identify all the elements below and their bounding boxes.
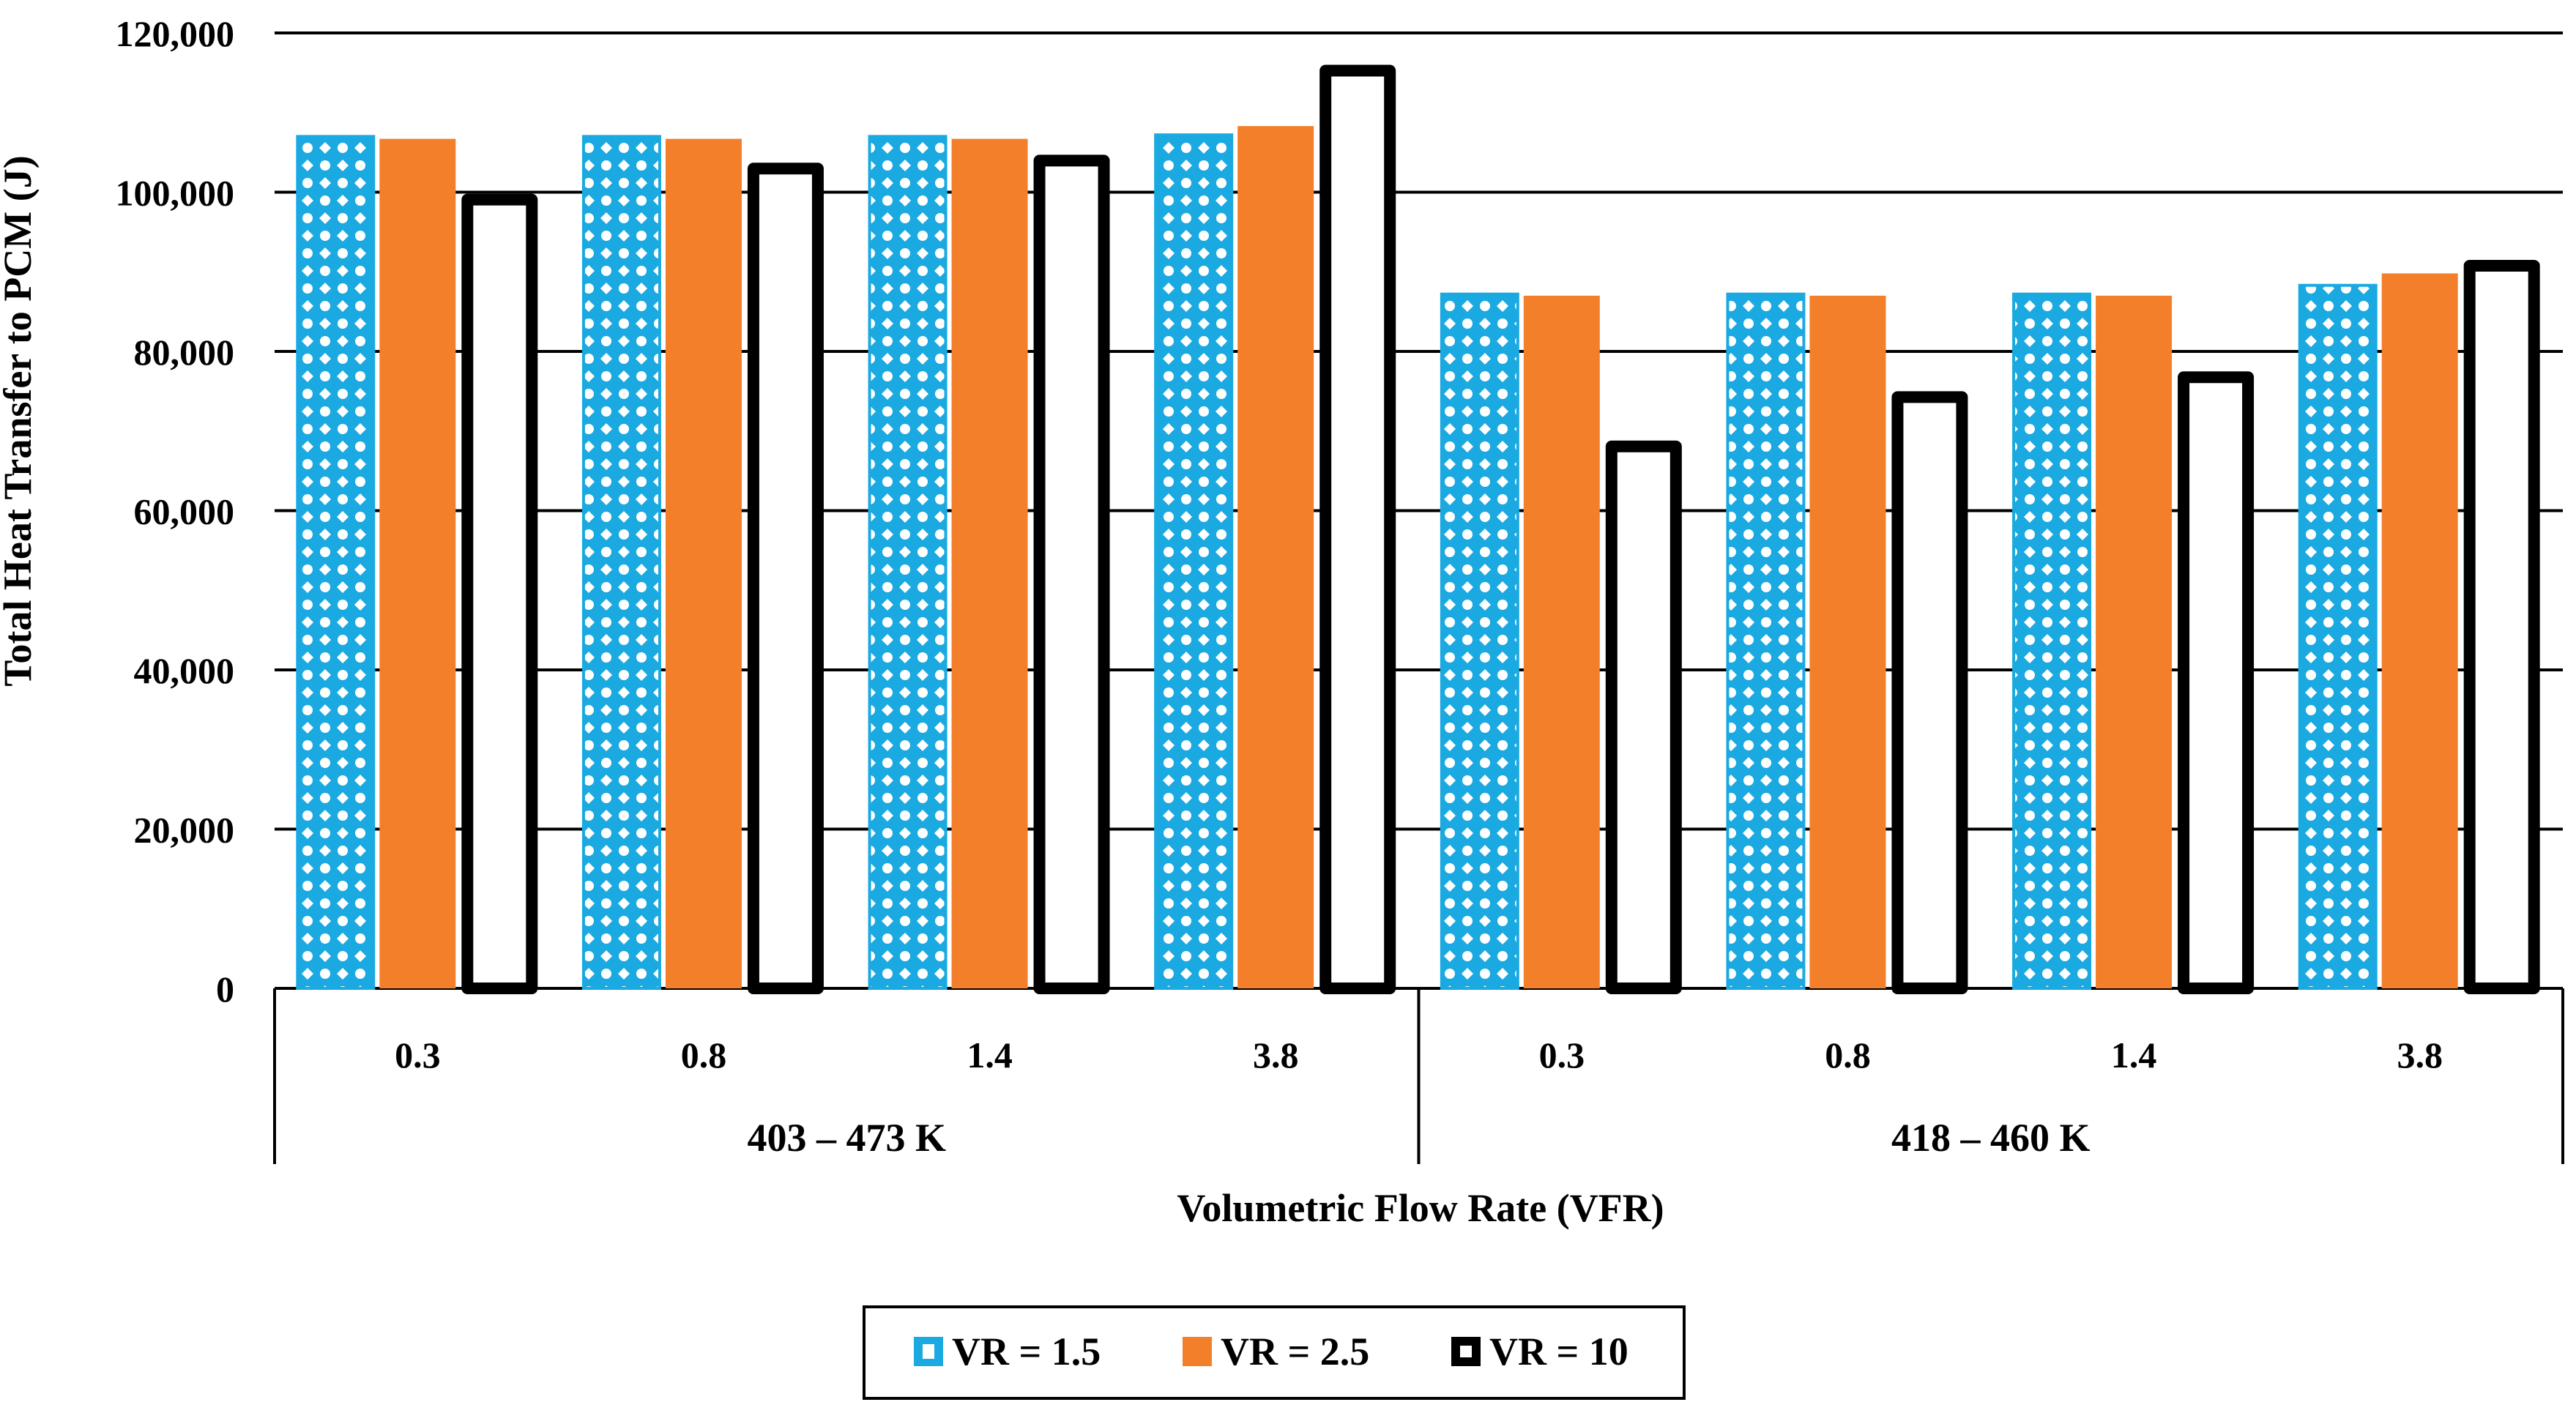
bar xyxy=(1440,292,1519,990)
bar xyxy=(461,193,538,994)
bar xyxy=(1605,440,1682,994)
x-tick-label: 0.3 xyxy=(395,1034,441,1075)
bar xyxy=(2096,295,2173,988)
bar xyxy=(2012,292,2092,990)
bar xyxy=(2298,283,2378,990)
x-tick-label: 0.8 xyxy=(1825,1034,1871,1075)
y-tick-label: 120,000 xyxy=(116,13,235,54)
bar xyxy=(747,163,824,995)
bar xyxy=(1319,64,1396,994)
legend-box xyxy=(863,1305,1686,1400)
legend-label: VR = 10 xyxy=(1489,1330,1628,1373)
bar xyxy=(1154,133,1234,991)
bar xyxy=(1891,391,1968,994)
legend-label: VR = 1.5 xyxy=(952,1330,1101,1373)
x-tick-label: 3.8 xyxy=(2397,1034,2443,1075)
bar xyxy=(379,138,456,989)
y-tick-label: 60,000 xyxy=(134,491,235,532)
bar xyxy=(1033,154,1110,995)
legend-swatch xyxy=(1183,1337,1212,1366)
bar xyxy=(2381,273,2458,988)
y-tick-label: 40,000 xyxy=(134,650,235,691)
bars xyxy=(296,64,2540,995)
x-tick-label: 3.8 xyxy=(1253,1034,1299,1075)
x-tick-label: 0.3 xyxy=(1539,1034,1585,1075)
bar xyxy=(1523,295,1600,988)
x-axis-label: Volumetric Flow Rate (VFR) xyxy=(1177,1186,1664,1230)
x-group-label: 418 – 460 K xyxy=(1891,1116,2091,1160)
bar xyxy=(2178,371,2255,994)
x-tick-label: 0.8 xyxy=(681,1034,727,1075)
legend-label: VR = 2.5 xyxy=(1221,1330,1369,1373)
y-tick-label: 100,000 xyxy=(116,173,235,214)
x-tick-label: 1.4 xyxy=(2111,1034,2157,1075)
bar xyxy=(951,138,1028,989)
legend-swatch-mark xyxy=(923,1344,934,1359)
bar xyxy=(1809,295,1886,988)
bar xyxy=(1237,126,1314,988)
y-axis-label: Total Heat Transfer to PCM (J) xyxy=(0,155,40,686)
legend: VR = 1.5 VR = 2.5 VR = 10 xyxy=(863,1305,1686,1400)
y-tick-label: 80,000 xyxy=(134,332,235,373)
y-tick-label: 20,000 xyxy=(134,810,235,851)
x-group-label: 403 – 473 K xyxy=(747,1116,946,1160)
x-axis: 0.3 0.8 1.4 3.8 403 – 473 K 0.3 0.8 1.4 3.8 418 –… xyxy=(273,988,2564,1164)
y-axis-ticks: 0 20,000 40,000 60,000 80,000 100,000 120,000 xyxy=(116,13,235,1010)
bar xyxy=(581,135,661,990)
bar xyxy=(296,135,376,990)
legend-swatch xyxy=(1451,1337,1481,1366)
y-tick-label: 0 xyxy=(216,969,234,1010)
bar xyxy=(1726,292,1806,990)
bar xyxy=(665,138,742,989)
bar xyxy=(868,135,948,990)
x-tick-label: 1.4 xyxy=(967,1034,1013,1075)
bar xyxy=(2463,259,2540,994)
